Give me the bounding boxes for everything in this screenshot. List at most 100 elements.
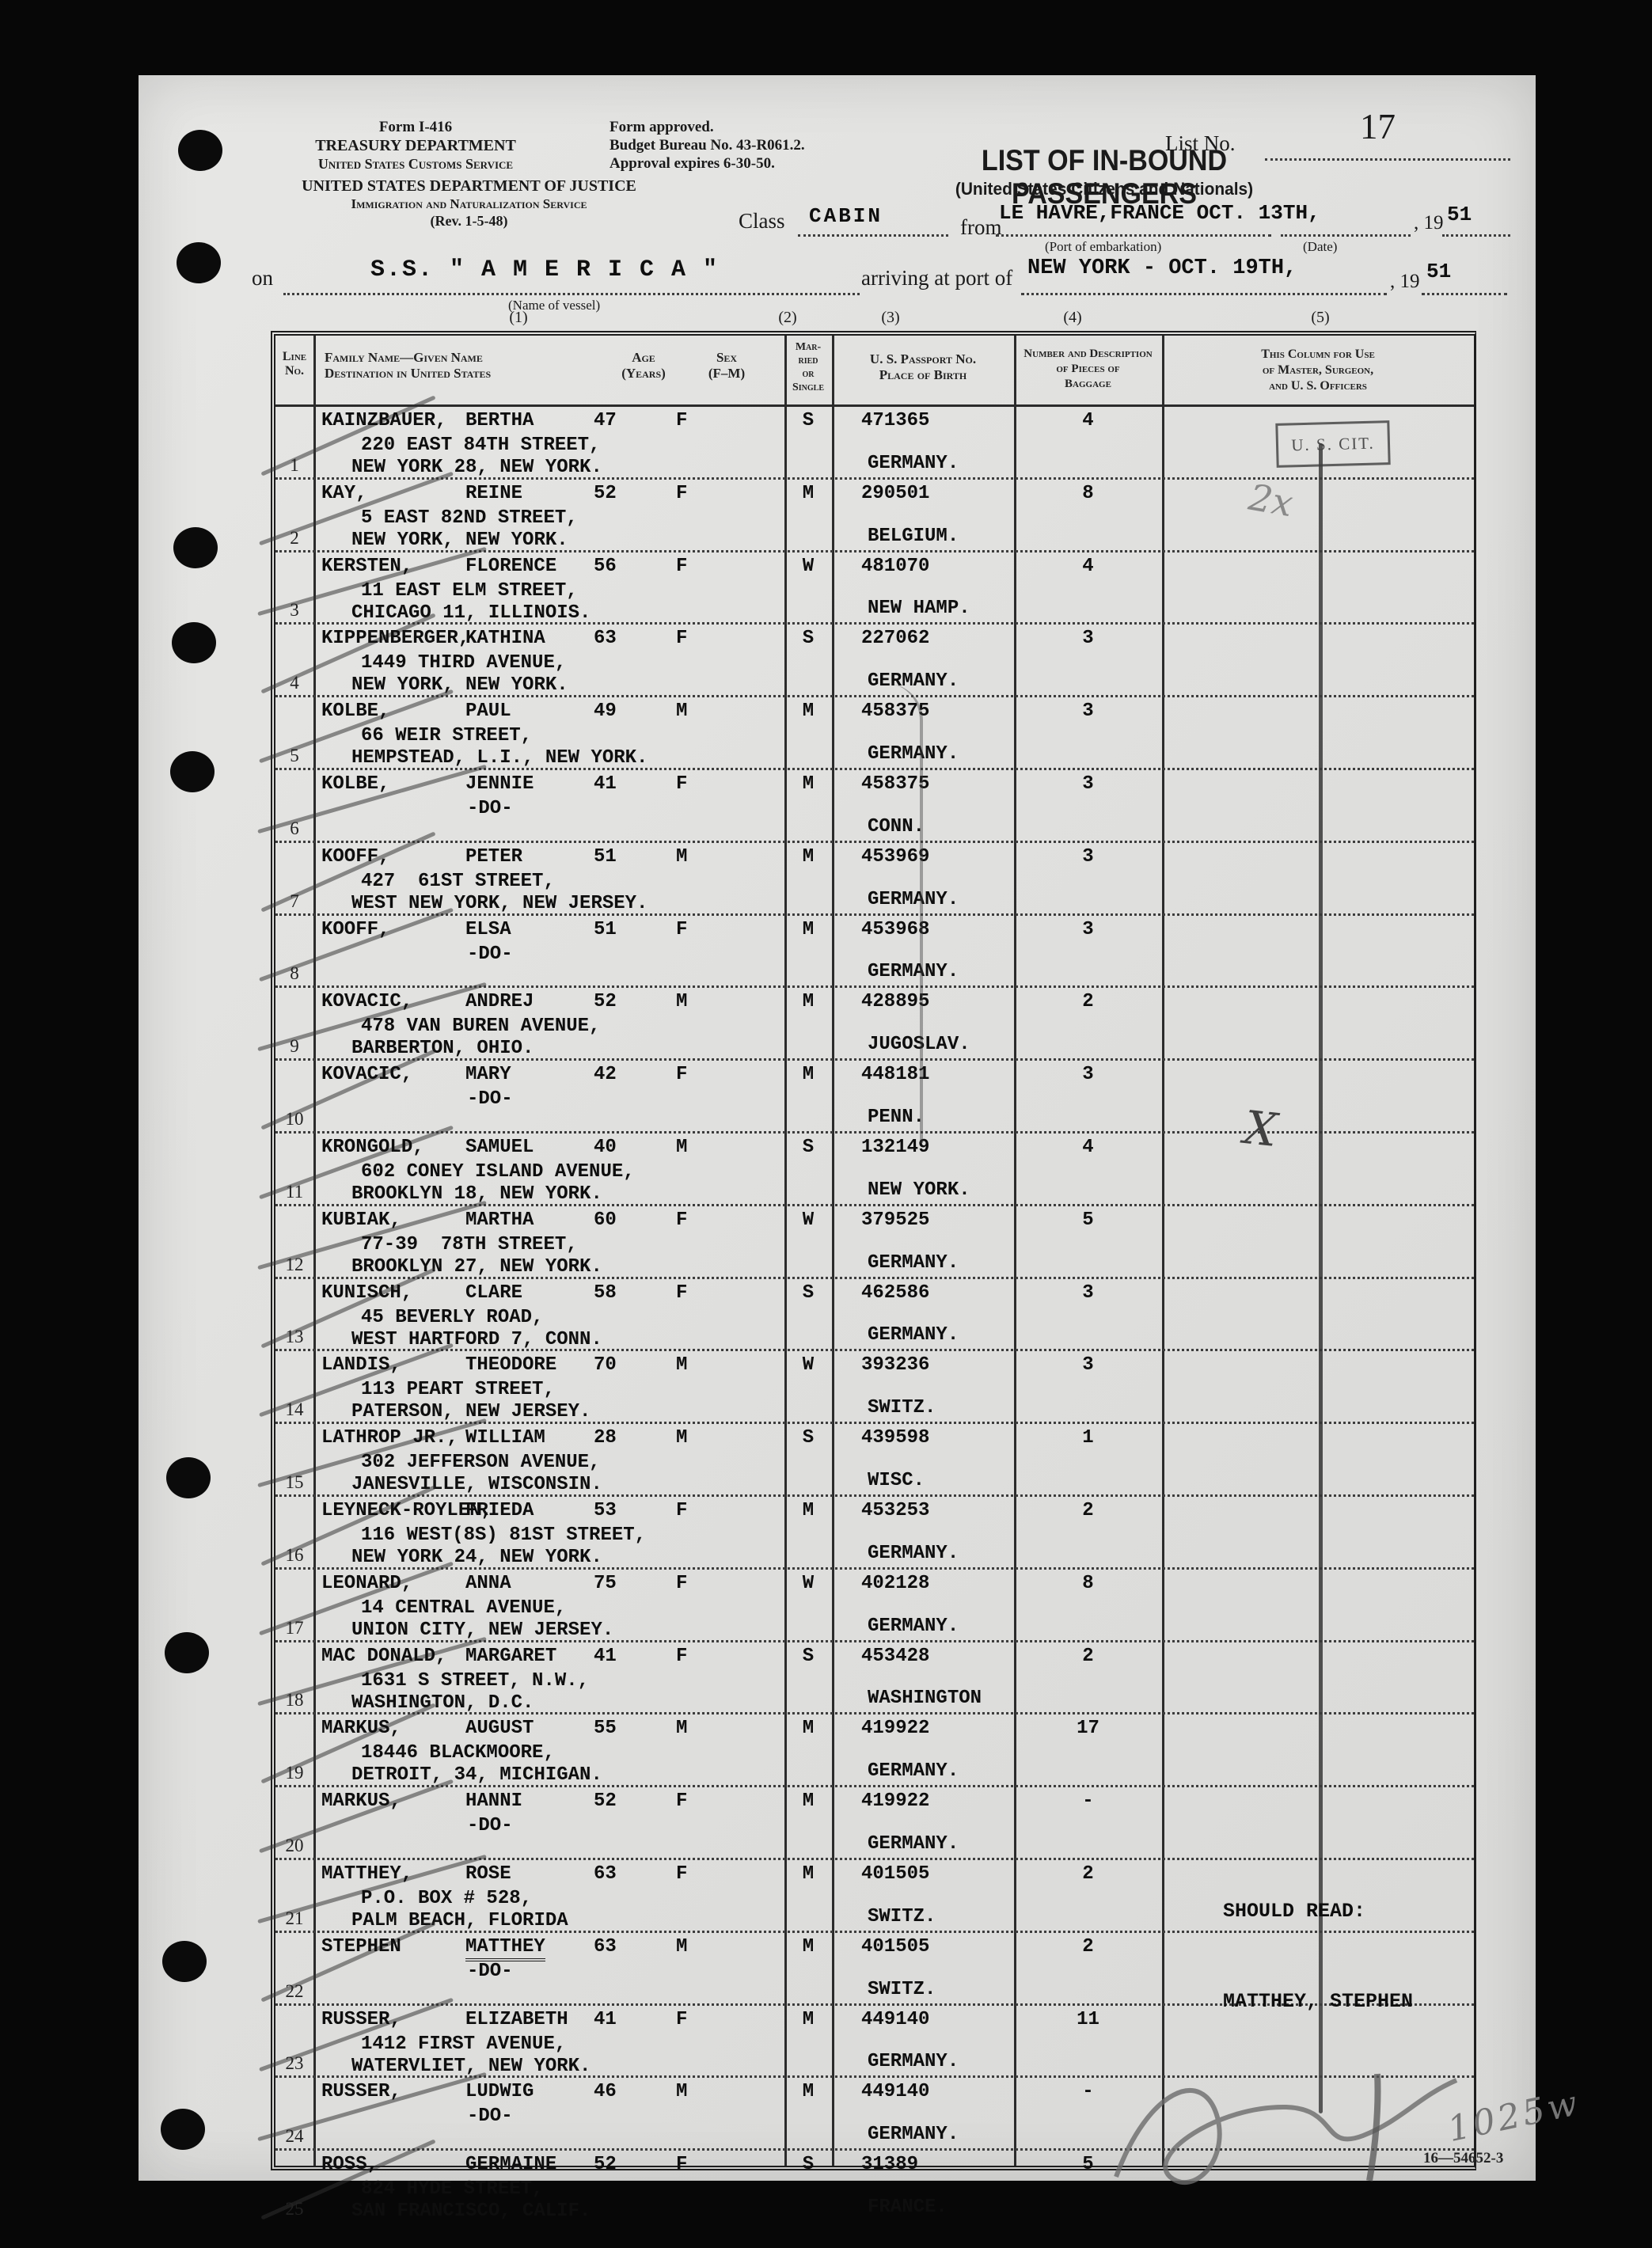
- dotted-line: [1265, 158, 1510, 161]
- married-status: S: [802, 410, 815, 431]
- age-value: 42: [594, 1064, 617, 1086]
- table-row: 18 MAC DONALD, MARGARET 41 F 1631 S STRE…: [257, 1636, 1474, 1715]
- table-row: 19 MARKUS, AUGUST 55 M 18446 BLACKMOORE,…: [260, 1703, 1474, 1788]
- family-name: STEPHEN: [321, 1935, 401, 1958]
- given-name: BERTHA: [465, 410, 534, 431]
- age-value: 46: [594, 2081, 617, 2103]
- place-of-birth: GERMANY.: [868, 1760, 959, 1783]
- baggage-count: 2: [1082, 1863, 1094, 1885]
- family-name: RUSSER,: [321, 2081, 401, 2103]
- date-label: (Date): [1303, 239, 1338, 254]
- address-line-2: NEW YORK 28, NEW YORK.: [351, 457, 602, 478]
- line-number: 12: [285, 1254, 304, 1274]
- given-name: SAMUEL: [465, 1136, 534, 1158]
- line-number: 14: [285, 1399, 304, 1420]
- baggage-count: 4: [1082, 410, 1094, 431]
- address-line-2: BROOKLYN 27, NEW YORK.: [351, 1255, 602, 1278]
- table-row: 16 LEYNECK-ROYLEN, FRIEDA 53 F 116 WEST(…: [260, 1485, 1474, 1570]
- address-line-1: 1412 FIRST AVENUE,: [361, 2033, 567, 2055]
- address-line-1: 113 PEART STREET,: [361, 1379, 555, 1401]
- family-name: KAY,: [321, 482, 367, 504]
- col-mark-4: (4): [1063, 309, 1082, 326]
- place-of-birth: FRANCE.: [868, 2196, 948, 2218]
- sex-value: F: [676, 2154, 688, 2176]
- sex-value: F: [676, 2008, 688, 2030]
- married-status: S: [802, 1136, 815, 1158]
- given-name: KATHINA: [465, 628, 545, 650]
- address-line-2: BROOKLYN 18, NEW YORK.: [351, 1183, 602, 1205]
- passport-number: 462586: [861, 1282, 930, 1304]
- given-name: HANNI: [465, 1790, 523, 1813]
- header-baggage: Number and Description of Pieces of Bagg…: [1023, 347, 1153, 390]
- vessel-name: S.S. " A M E R I C A ": [370, 256, 720, 283]
- doj-title: UNITED STATES DEPARTMENT OF JUSTICE: [302, 177, 636, 195]
- baggage-count: 3: [1082, 1282, 1094, 1304]
- married-status: W: [802, 555, 815, 577]
- address-line-1: 45 BEVERLY ROAD,: [361, 1306, 544, 1328]
- address-line-1: 824 HYDE STREET,: [361, 2178, 544, 2201]
- place-of-birth: SWITZ.: [868, 1978, 936, 2000]
- age-value: 63: [594, 1863, 617, 1885]
- family-name: ROSS,: [321, 2154, 379, 2176]
- family-name: KERSTEN,: [321, 555, 413, 577]
- place-of-birth: WISC.: [868, 1469, 925, 1491]
- port-of-embarkation-value: LE HAVRE,FRANCE OCT. 13TH,: [999, 201, 1320, 225]
- dotted-line: [798, 234, 948, 237]
- punch-hole: [173, 527, 218, 568]
- baggage-count: 1: [1082, 1427, 1094, 1449]
- baggage-count: 3: [1082, 918, 1094, 940]
- baggage-count: 3: [1082, 773, 1094, 795]
- line-number: 11: [285, 1181, 304, 1202]
- age-value: 47: [594, 410, 617, 431]
- sex-value: M: [676, 845, 688, 868]
- sex-value: F: [676, 628, 688, 650]
- line-number: 23: [285, 2053, 304, 2074]
- passport-number: 471365: [861, 410, 930, 431]
- form-number: Form I-416: [378, 119, 453, 135]
- header-married: Mar- ried or Single: [792, 341, 825, 393]
- address-line-1: -DO-: [467, 943, 513, 965]
- ins-title: Immigration and Naturalization Service: [351, 196, 587, 211]
- baggage-count: 2: [1082, 1935, 1094, 1958]
- approval-expires: Approval expires 6-30-50.: [610, 155, 775, 172]
- age-value: 58: [594, 1282, 617, 1304]
- dotted-line: [1281, 234, 1411, 237]
- baggage-count: 3: [1082, 1064, 1094, 1086]
- place-of-birth: GERMANY.: [868, 1542, 959, 1564]
- baggage-count: 2: [1082, 1645, 1094, 1667]
- table-row: 2 KAY, REINE 52 F 5 EAST 82ND STREET, NE…: [258, 471, 1474, 553]
- table-row: 24 RUSSER, LUDWIG 46 M -DO- M 449140 GER…: [257, 2072, 1474, 2151]
- married-status: M: [802, 2008, 815, 2030]
- given-name: ANDREJ: [465, 991, 534, 1013]
- line-number: 25: [285, 2198, 304, 2219]
- address-line-2: WASHINGTON, D.C.: [351, 1692, 534, 1714]
- age-value: 52: [594, 482, 617, 504]
- given-name: CLARE: [465, 1282, 523, 1304]
- line-number: 10: [285, 1108, 304, 1129]
- baggage-count: 5: [1082, 1209, 1094, 1231]
- address-line-1: 220 EAST 84TH STREET,: [361, 435, 601, 456]
- age-value: 60: [594, 1209, 617, 1231]
- given-name: MARY: [465, 1064, 511, 1086]
- year-value: 51: [1447, 203, 1472, 226]
- vessel-label: (Name of vessel): [508, 298, 601, 313]
- col-mark-2: (2): [778, 309, 797, 326]
- line-number: 19: [285, 1763, 304, 1783]
- age-value: 53: [594, 1499, 617, 1521]
- baggage-count: 5: [1082, 2154, 1094, 2176]
- sex-value: F: [676, 773, 688, 795]
- address-line-1: 5 EAST 82ND STREET,: [361, 507, 578, 529]
- dotted-line: [1422, 293, 1507, 295]
- pencil-2x-mark: 2x: [1245, 475, 1297, 526]
- address-line-1: -DO-: [467, 2106, 513, 2128]
- punch-hole: [172, 622, 216, 663]
- sex-value: F: [676, 555, 688, 577]
- header-sex: Sex (F–M): [708, 350, 746, 381]
- arriving-port-value: NEW YORK - OCT. 19TH,: [1027, 256, 1297, 280]
- sex-value: M: [676, 991, 688, 1013]
- header-officers: This Column for Use of Master, Surgeon, …: [1261, 347, 1375, 393]
- married-status: S: [802, 1427, 815, 1449]
- age-value: 40: [594, 1136, 617, 1158]
- class-value: CABIN: [809, 204, 883, 228]
- line-number: 5: [290, 745, 299, 765]
